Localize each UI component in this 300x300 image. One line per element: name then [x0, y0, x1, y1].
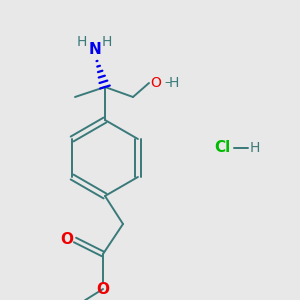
Text: H: H — [77, 35, 87, 49]
Text: O: O — [97, 281, 110, 296]
Text: Cl: Cl — [214, 140, 230, 155]
Text: H: H — [250, 141, 260, 155]
Text: O: O — [151, 76, 161, 90]
Text: H: H — [169, 76, 179, 90]
Text: –: – — [165, 76, 171, 89]
Text: H: H — [102, 35, 112, 49]
Text: O: O — [61, 232, 74, 247]
Text: N: N — [88, 41, 101, 56]
